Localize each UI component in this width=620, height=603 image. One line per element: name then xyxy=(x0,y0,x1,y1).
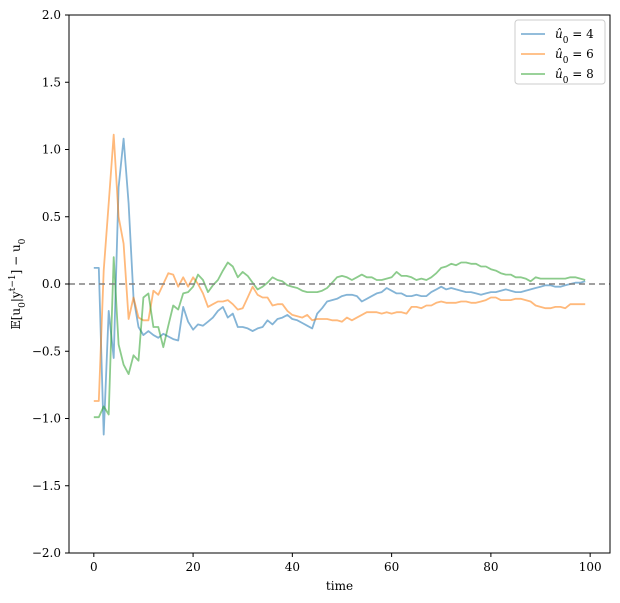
x-tick-label: 20 xyxy=(185,560,200,574)
y-axis: −2.0 −1.5 −1.0 −0.5 0.0 0.5 1.0 1.5 2.0 xyxy=(32,8,69,560)
legend-box xyxy=(514,19,606,85)
y-tick-label: −1.0 xyxy=(32,412,61,426)
y-tick-label: 0.5 xyxy=(42,210,61,224)
legend-label: û0 = 8 xyxy=(555,67,594,86)
y-tick-label: 1.5 xyxy=(42,75,61,89)
series-layer xyxy=(93,133,586,436)
x-tick-label: 80 xyxy=(483,560,498,574)
y-tick-label: 2.0 xyxy=(42,8,61,22)
series-line-2 xyxy=(93,133,586,402)
series-line-1 xyxy=(93,137,586,436)
x-axis: 0 20 40 60 80 100 xyxy=(90,553,602,574)
x-tick-label: 60 xyxy=(384,560,399,574)
x-tick-label: 40 xyxy=(285,560,300,574)
legend-item: û0 = 6 xyxy=(521,47,594,66)
y-tick-label: −0.5 xyxy=(32,344,61,358)
legend-label: û0 = 4 xyxy=(555,27,594,46)
legend: û0 = 4û0 = 6û0 = 8 xyxy=(514,19,606,86)
x-tick-label: 100 xyxy=(579,560,602,574)
x-axis-label: time xyxy=(326,579,353,593)
y-tick-label: −2.0 xyxy=(32,546,61,560)
y-tick-label: 1.0 xyxy=(42,143,61,157)
series-line-3 xyxy=(93,256,586,419)
y-tick-label: 0.0 xyxy=(42,277,61,291)
x-tick-label: 0 xyxy=(90,560,98,574)
legend-item: û0 = 8 xyxy=(521,67,594,86)
y-axis-label: 𝔼[u0|yt−1] − u0 xyxy=(8,238,28,329)
y-tick-label: −1.5 xyxy=(32,479,61,493)
legend-item: û0 = 4 xyxy=(521,27,594,46)
legend-label: û0 = 6 xyxy=(555,47,594,66)
